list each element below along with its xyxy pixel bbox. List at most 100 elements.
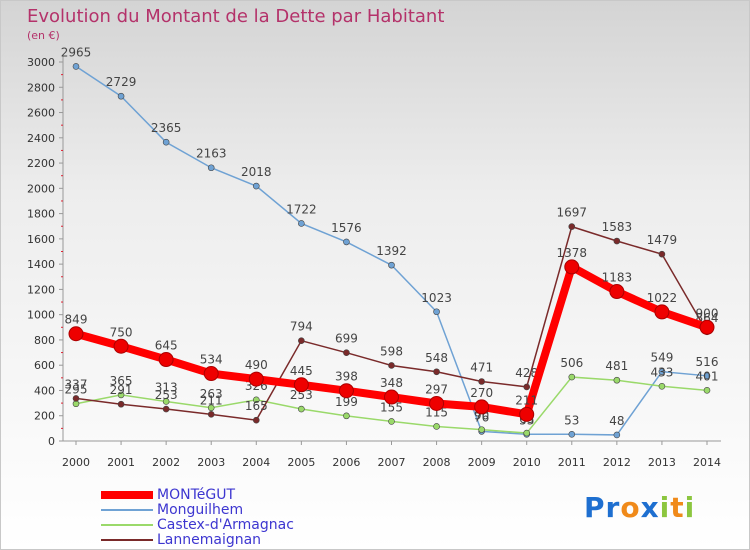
data-label: 291 — [110, 383, 133, 397]
data-label: 2729 — [106, 75, 137, 89]
data-label: 211 — [200, 393, 223, 407]
data-label: 471 — [470, 360, 493, 374]
x-tick-label: 2010 — [513, 456, 541, 469]
data-label: 2163 — [196, 147, 227, 161]
y-tick-label: 400 — [34, 384, 55, 397]
logo-letter: i — [659, 491, 671, 524]
legend-label: MONTéGUT — [157, 486, 236, 503]
data-point — [433, 308, 440, 316]
data-label: 549 — [650, 351, 673, 365]
data-label: 1022 — [647, 291, 678, 305]
y-tick-label: 1400 — [27, 258, 55, 271]
logo-letter: t — [670, 491, 685, 524]
data-point — [343, 412, 350, 420]
data-point — [613, 376, 621, 384]
legend-label: Castex-d'Armagnac — [157, 516, 294, 533]
data-label: 794 — [290, 320, 313, 334]
data-label: 253 — [290, 388, 313, 402]
y-tick-label: 200 — [34, 410, 55, 423]
data-point — [429, 395, 445, 411]
data-point — [388, 261, 395, 269]
logo-letter: i — [684, 491, 696, 524]
data-label: 263 — [200, 387, 223, 401]
data-label: 253 — [155, 388, 178, 402]
data-point — [564, 259, 580, 275]
data-point — [293, 377, 309, 393]
x-tick-label: 2006 — [332, 456, 360, 469]
data-label: 199 — [335, 395, 358, 409]
data-label: 76 — [474, 410, 489, 424]
data-label: 297 — [425, 382, 448, 396]
data-point — [338, 383, 354, 399]
data-point — [478, 426, 485, 433]
x-tick-label: 2004 — [242, 456, 270, 469]
data-label: 900 — [696, 306, 719, 320]
data-point — [343, 349, 350, 356]
data-point — [252, 396, 260, 404]
data-label: 53 — [564, 413, 579, 427]
data-point — [568, 373, 576, 381]
x-tick-label: 2001 — [107, 456, 135, 469]
data-point — [388, 418, 395, 425]
data-point — [298, 220, 305, 227]
legend-label: Lannemaignan — [157, 531, 262, 548]
data-label: 750 — [110, 325, 133, 339]
x-tick-label: 2000 — [62, 456, 90, 469]
data-label: 2365 — [151, 121, 182, 135]
data-label: 1378 — [557, 246, 588, 260]
data-point — [343, 238, 350, 246]
series-monguilhem: 2965 2729 2365 2163 2018 1722 1576 1392 1023 76 53… — [61, 45, 719, 439]
data-point — [252, 416, 260, 424]
data-point — [162, 405, 170, 413]
data-point — [248, 371, 264, 387]
x-tick-label: 2002 — [152, 456, 180, 469]
data-point — [162, 398, 170, 405]
data-point — [433, 368, 440, 376]
data-label: 1392 — [376, 244, 407, 258]
data-label: 1583 — [602, 220, 633, 234]
data-label: 490 — [245, 358, 268, 372]
data-point — [703, 372, 711, 380]
data-label: 506 — [560, 356, 583, 370]
legend-item: MONTéGUT — [101, 487, 294, 502]
y-tick-label: 2600 — [27, 107, 55, 120]
series-lannemaignan: 337 291 253 211 165 794 699 598 548 471 428 1697 158… — [65, 206, 718, 424]
legend-swatch — [101, 508, 153, 511]
legend-label: Monguilhem — [157, 501, 244, 518]
y-tick-label: 3000 — [27, 56, 55, 69]
legend-swatch — [101, 538, 153, 541]
data-label: 48 — [609, 414, 624, 428]
data-point — [68, 326, 84, 342]
logo-letter: x — [640, 491, 660, 524]
y-tick-label: 2200 — [27, 157, 55, 170]
data-point — [658, 368, 666, 375]
x-tick-label: 2011 — [558, 456, 586, 469]
data-point — [207, 404, 215, 412]
data-point — [568, 431, 576, 438]
y-tick-label: 1600 — [27, 233, 55, 246]
x-tick-label: 2003 — [197, 456, 225, 469]
data-point — [613, 237, 621, 245]
logo-letter: o — [620, 491, 641, 524]
x-tick-label: 2009 — [468, 456, 496, 469]
logo-letter: r — [605, 491, 621, 524]
data-label: 516 — [696, 355, 719, 369]
data-point — [117, 92, 125, 100]
data-point — [613, 431, 621, 439]
data-label: 1183 — [602, 271, 633, 285]
x-tick-label: 2007 — [378, 456, 406, 469]
data-label: 2965 — [61, 45, 92, 59]
data-point — [72, 395, 80, 402]
data-label: 2018 — [241, 165, 272, 179]
data-point — [298, 405, 305, 413]
data-label: 445 — [290, 364, 313, 378]
data-label: 699 — [335, 332, 358, 346]
data-label: 348 — [380, 376, 403, 390]
data-label: 398 — [335, 370, 358, 384]
data-point — [523, 429, 531, 437]
data-label: 337 — [65, 377, 88, 391]
data-label: 211 — [515, 393, 538, 407]
data-label: 428 — [515, 366, 538, 380]
legend-item: Monguilhem — [101, 502, 294, 517]
